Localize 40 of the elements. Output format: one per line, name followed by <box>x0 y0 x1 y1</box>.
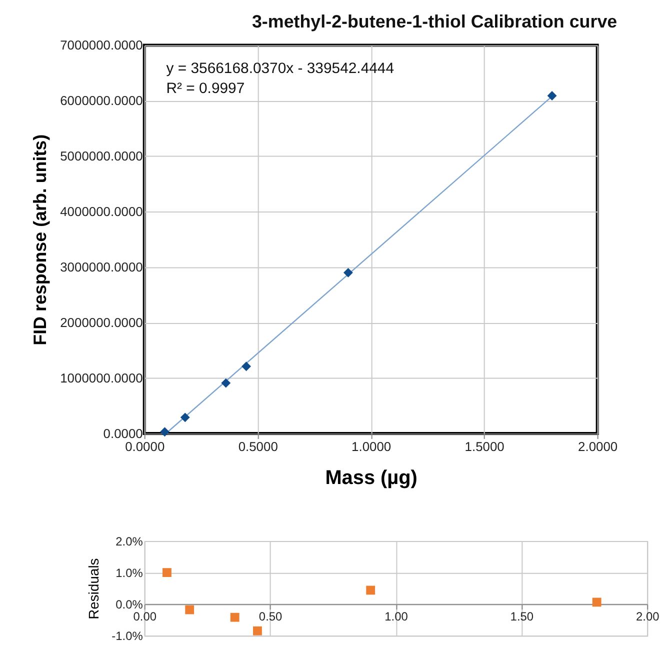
x-axis-title: Mass (µg) <box>325 466 418 489</box>
point <box>343 268 353 278</box>
chart-title: 3-methyl-2-butene-1-thiol Calibration curve <box>252 11 618 32</box>
y-tick-label: -1.0% <box>112 629 144 644</box>
y-tick-label: 6000000.0000 <box>60 93 143 108</box>
y-axis-title: Residuals <box>86 558 102 620</box>
annotation: y = 3566168.0370x - 339542.4444 <box>166 60 394 78</box>
y-tick-label: 3000000.0000 <box>60 260 143 275</box>
point <box>221 378 231 388</box>
x-tick-label: 1.0000 <box>352 438 392 454</box>
y-tick-label: 1000000.0000 <box>60 370 143 386</box>
y-tick-label: 0.0000 <box>103 426 143 441</box>
x-tick-label: 2.00 <box>636 610 660 624</box>
point <box>253 626 262 636</box>
point <box>592 598 602 607</box>
x-tick-label: 2.0000 <box>578 438 618 454</box>
x-tick-label: 0.50 <box>258 610 283 624</box>
y-tick-label: 1.0% <box>116 566 144 580</box>
y-axis-title: FID response (arb. units) <box>30 134 50 346</box>
x-tick-label: 0.00 <box>133 610 157 624</box>
y-tick-label: 4000000.0000 <box>60 204 143 220</box>
x-tick-label: 1.5000 <box>464 438 504 454</box>
x-tick-label: 0.5000 <box>238 438 278 454</box>
y-tick-label: 7000000.0000 <box>60 38 143 53</box>
point <box>366 586 376 595</box>
y-tick-label: 2000000.0000 <box>60 315 143 330</box>
x-tick-label: 1.50 <box>510 610 534 624</box>
y-tick-label: 2.0% <box>116 534 144 549</box>
y-tick-label: 0.0% <box>116 598 144 612</box>
annotation: R² = 0.9997 <box>166 80 245 98</box>
x-tick-label: 1.00 <box>384 610 408 624</box>
x-tick-label: 0.0000 <box>125 438 165 454</box>
point <box>180 412 190 422</box>
point <box>242 362 251 372</box>
point <box>162 568 172 578</box>
point <box>230 612 240 622</box>
point <box>160 427 170 437</box>
point <box>185 605 194 614</box>
point <box>547 91 557 100</box>
y-tick-label: 5000000.0000 <box>60 148 143 164</box>
